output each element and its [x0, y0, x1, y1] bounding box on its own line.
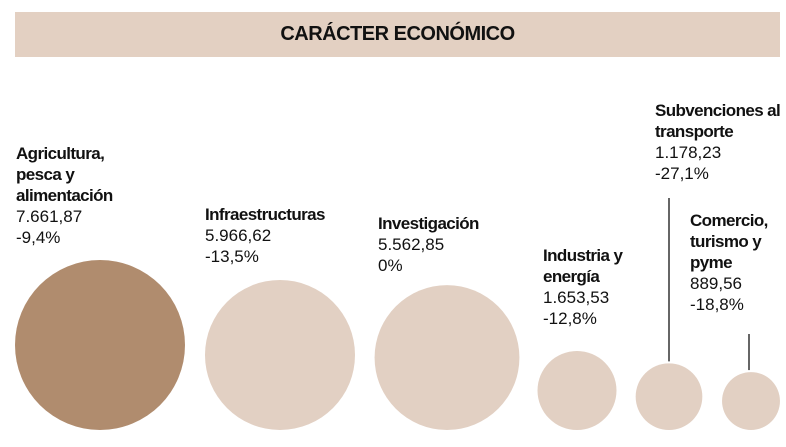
change-label: -13,5% — [205, 247, 259, 266]
title-bar: CARÁCTER ECONÓMICO — [15, 12, 780, 57]
label: Infraestructuras 5.966,62 -13,5% — [205, 204, 375, 267]
change-label: -18,8% — [690, 295, 744, 314]
category-name: Agricultura, pesca y alimentación — [16, 144, 113, 205]
chart-title: CARÁCTER ECONÓMICO — [280, 23, 515, 45]
category-name: Subvenciones al transporte — [655, 101, 781, 141]
label: Subvenciones al transporte 1.178,23 -27,1% — [655, 100, 786, 184]
value-label: 5.966,62 — [205, 226, 272, 245]
change-label: -9,4% — [16, 228, 61, 247]
bubble — [635, 363, 703, 430]
value-label: 889,56 — [690, 274, 742, 293]
bubble — [722, 372, 780, 430]
category-name: Comercio, turismo y pyme — [690, 211, 768, 272]
change-label: 0% — [378, 256, 403, 275]
bubble — [537, 351, 617, 430]
value-label: 7.661,87 — [16, 207, 83, 226]
category-name: Investigación — [378, 214, 479, 233]
value-label: 5.562,85 — [378, 235, 445, 254]
value-label: 1.653,53 — [543, 288, 610, 307]
bubble — [374, 285, 520, 430]
category-name: Infraestructuras — [205, 205, 325, 224]
value-label: 1.178,23 — [655, 143, 722, 162]
label: Industria y energía 1.653,53 -12,8% — [543, 245, 628, 329]
label: Investigación 5.562,85 0% — [378, 213, 528, 276]
bubble — [15, 260, 185, 430]
label: Comercio, turismo y pyme 889,56 -18,8% — [690, 210, 780, 315]
category-name: Industria y energía — [543, 246, 623, 286]
change-label: -12,8% — [543, 309, 597, 328]
bubble — [204, 279, 356, 430]
change-label: -27,1% — [655, 164, 709, 183]
label: Agricultura, pesca y alimentación 7.661,8… — [16, 143, 141, 248]
